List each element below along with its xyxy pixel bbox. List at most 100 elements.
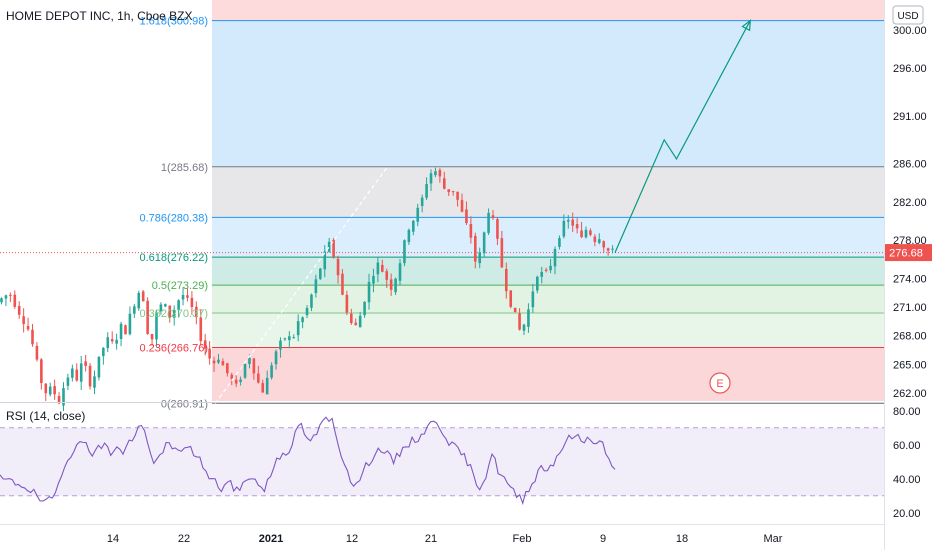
- candle-body: [243, 363, 247, 378]
- candle-body: [513, 307, 517, 313]
- candle-body: [252, 358, 256, 374]
- candle-body: [168, 305, 172, 318]
- candle-body: [350, 313, 353, 324]
- price-axis-tick: 268.00: [893, 331, 927, 343]
- candle-body: [0, 298, 3, 303]
- candle-body: [403, 240, 406, 264]
- candle-body: [385, 271, 389, 280]
- candle-body: [239, 379, 242, 382]
- rsi-axis-tick: 20.00: [893, 508, 921, 520]
- fib-level-label: 0.236(266.76): [140, 343, 209, 355]
- candle-body: [57, 395, 61, 404]
- fib-band: [212, 20, 884, 167]
- candle-body: [212, 360, 216, 364]
- candle-body: [367, 282, 371, 303]
- candle-body: [305, 307, 309, 316]
- candle-body: [203, 340, 207, 349]
- fib-level-label: 0.618(276.22): [140, 252, 209, 264]
- candle-body: [394, 278, 397, 293]
- candle-body: [31, 329, 34, 345]
- candle-body: [208, 348, 211, 359]
- candlestick-series[interactable]: [0, 167, 614, 412]
- candle-body: [549, 265, 552, 271]
- candle-body: [597, 239, 601, 243]
- candle-body: [358, 315, 362, 328]
- candle-body: [443, 178, 446, 189]
- rsi-indicator-label[interactable]: RSI (14, close): [6, 409, 85, 423]
- fib-band: [212, 313, 884, 348]
- candle-body: [460, 200, 464, 212]
- candle-body: [102, 347, 105, 357]
- fib-retracement-bands[interactable]: [212, 0, 884, 401]
- candle-body: [412, 220, 415, 232]
- candle-body: [292, 337, 296, 339]
- candle-body: [465, 209, 468, 224]
- fib-level-label: 1.618(300.98): [140, 16, 209, 28]
- candle-body: [133, 306, 136, 314]
- price-axis-tick: 274.00: [893, 273, 927, 285]
- candle-body: [478, 252, 482, 264]
- candle-body: [199, 317, 203, 342]
- candle-body: [48, 386, 52, 395]
- price-axis-tick: 271.00: [893, 302, 927, 314]
- candle-body: [35, 345, 39, 360]
- candle-body: [332, 239, 335, 257]
- symbol-title: HOME DEPOT INC, 1h, Cboe BZX: [6, 9, 193, 23]
- candle-body: [265, 377, 269, 395]
- price-axis-tick: 300.00: [893, 25, 927, 37]
- rsi-line[interactable]: [0, 416, 616, 506]
- candle-body: [438, 169, 442, 177]
- candle-body: [159, 304, 163, 312]
- candle-body: [62, 388, 65, 406]
- candle-body: [553, 248, 557, 267]
- time-axis[interactable]: 14 22 2021 12 21 Feb 9 18 Mar: [107, 533, 783, 545]
- candle-body: [4, 295, 8, 299]
- fib-level-label: 0.786(280.38): [140, 212, 209, 224]
- candle-body: [345, 294, 349, 313]
- fib-band: [212, 257, 884, 286]
- candle-body: [66, 377, 70, 386]
- currency-button[interactable]: USD: [892, 5, 924, 25]
- rsi-axis[interactable]: 80.00 60.00 40.00 20.00: [893, 406, 921, 520]
- candle-body: [363, 301, 366, 316]
- candle-body: [522, 324, 526, 331]
- earnings-marker[interactable]: E: [709, 372, 731, 394]
- candle-body: [141, 291, 145, 302]
- candle-body: [84, 361, 87, 367]
- fib-level-label: 0.382(270.37): [140, 308, 209, 320]
- candle-body: [137, 292, 141, 309]
- price-axis[interactable]: 300.00296.00291.00286.00282.00278.00274.…: [893, 25, 927, 400]
- fib-level-label: 1(285.68): [161, 162, 208, 174]
- candle-body: [540, 271, 544, 277]
- candle-body: [500, 238, 504, 268]
- candle-body: [482, 232, 486, 254]
- candle-body: [518, 313, 521, 330]
- rsi-axis-tick: 80.00: [893, 406, 921, 418]
- price-axis-tick: 291.00: [893, 111, 927, 123]
- time-axis-tick: 12: [346, 533, 358, 545]
- projection-arrow-path[interactable]: [614, 20, 751, 253]
- candle-body: [40, 359, 43, 383]
- time-axis-tick: 14: [107, 533, 119, 545]
- price-axis-tick: 265.00: [893, 359, 927, 371]
- currency-button-label: USD: [897, 11, 918, 22]
- candle-body: [407, 229, 411, 243]
- candle-body: [558, 238, 561, 247]
- candle-body: [611, 248, 614, 250]
- price-axis-tick: 282.00: [893, 197, 927, 209]
- price-axis-tick: 286.00: [893, 159, 927, 171]
- candle-body: [79, 363, 83, 382]
- candle-body: [9, 294, 12, 296]
- candle-body: [341, 273, 344, 295]
- fib-level-label: 0(260.91): [161, 398, 208, 410]
- candle-body: [593, 236, 597, 243]
- fib-level-labels: 1.618(300.98) 1(285.68) 0.786(280.38) 0.618…: [140, 16, 209, 411]
- candle-body: [248, 357, 251, 365]
- price-axis-tick: 296.00: [893, 63, 927, 75]
- candle-body: [491, 215, 495, 218]
- time-axis-tick: 18: [676, 533, 688, 545]
- candle-body: [221, 361, 225, 366]
- candle-body: [22, 316, 25, 325]
- candle-body: [527, 309, 530, 327]
